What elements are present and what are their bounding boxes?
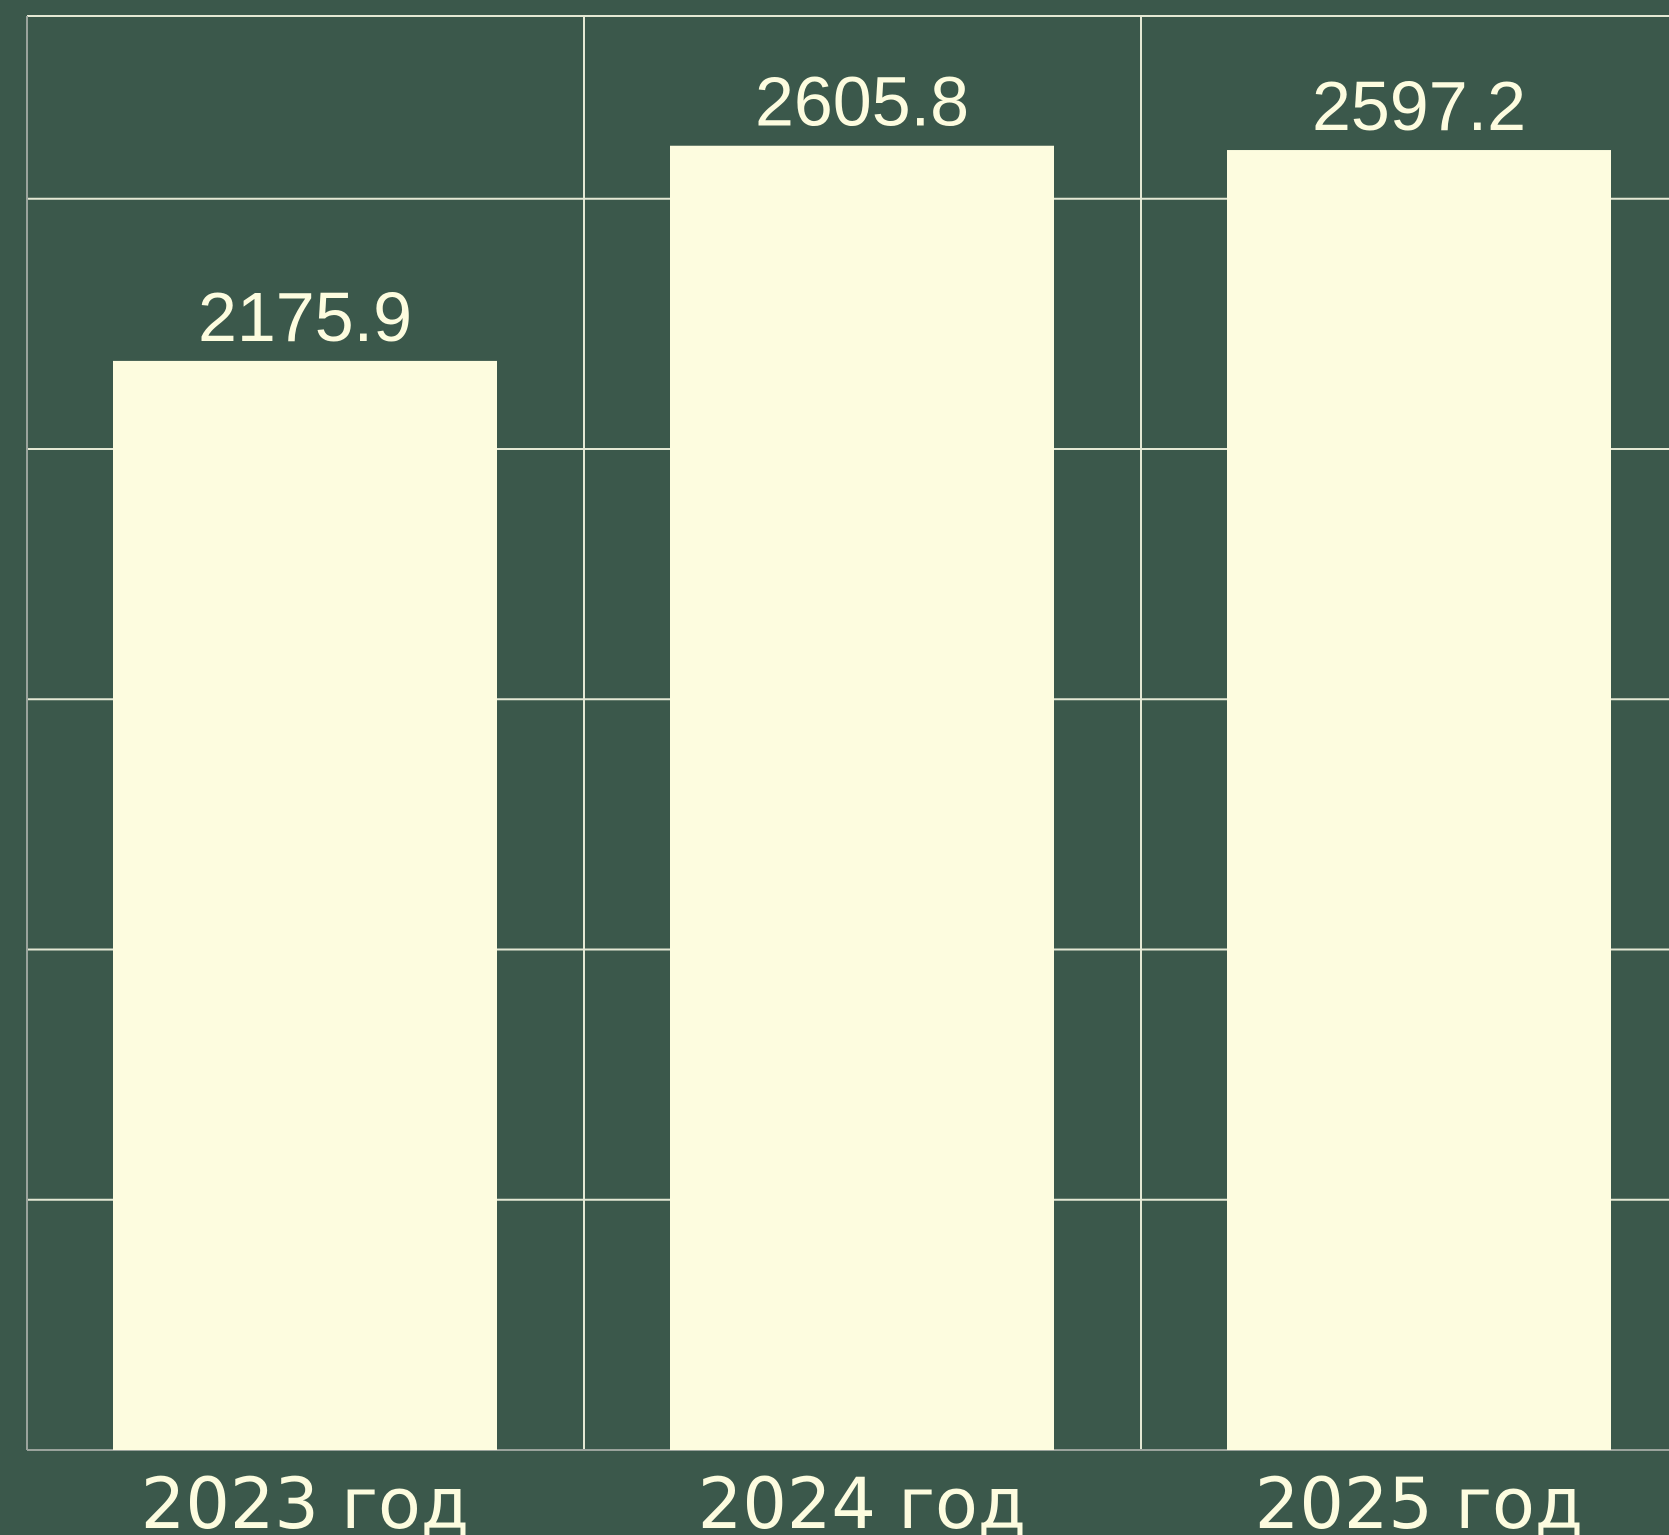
category-labels: 2023 год 2024 год 2025 год xyxy=(141,1463,1583,1535)
bar xyxy=(670,145,1054,1450)
x-tick-label: 2024 год xyxy=(698,1463,1026,1535)
bar-value-label: 2605.8 xyxy=(755,63,969,141)
bar-value-label: 2175.9 xyxy=(198,278,412,356)
bar xyxy=(1227,150,1611,1451)
bar-value-label: 2597.2 xyxy=(1312,67,1526,145)
bar xyxy=(113,360,497,1451)
x-tick-label: 2023 год xyxy=(141,1463,469,1535)
value-labels: 2175.9 2605.8 2597.2 xyxy=(198,63,1526,356)
x-tick-label: 2025 год xyxy=(1255,1463,1583,1535)
bars xyxy=(113,145,1611,1451)
